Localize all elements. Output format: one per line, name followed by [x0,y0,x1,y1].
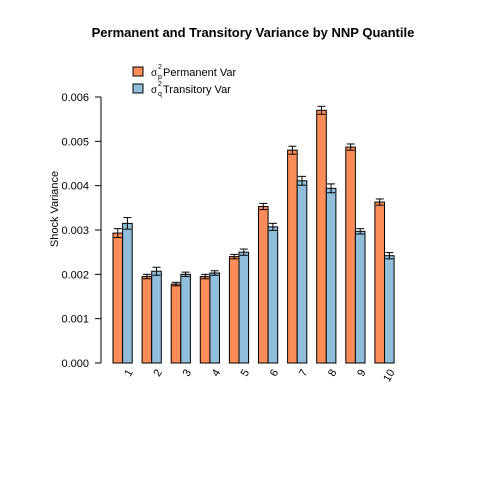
error-bar-transitory-8 [327,183,336,194]
bar-transitory-8 [325,187,337,364]
x-tick-label-6: 6 [268,368,281,379]
x-axis: 1 2 3 4 5 6 7 8 9 10 [122,368,397,385]
error-bar-transitory-6 [268,222,277,231]
legend-subscript: p [158,74,162,81]
bar-permanent-9 [345,146,356,364]
error-bar-permanent-1 [113,228,122,239]
error-bar-permanent-6 [259,202,268,211]
bar-transitory-10 [384,255,395,364]
x-tick-label-7: 7 [297,368,310,379]
y-tick-label-0: 0.000 [61,358,89,370]
error-bar-permanent-4 [201,273,210,280]
x-tick-label-5: 5 [239,368,252,379]
y-axis: 0.000 0.001 0.002 0.003 0.004 0.005 0.006 [61,92,102,370]
y-tick-label-2: 0.002 [61,269,89,281]
error-bar-permanent-7 [288,145,297,155]
bar-permanent-7 [287,149,298,364]
error-bar-permanent-2 [142,273,151,280]
y-tick-label-3: 0.003 [61,225,89,237]
x-tick-label-8: 8 [326,368,339,379]
error-bar-permanent-8 [317,105,326,115]
error-bar-transitory-5 [239,248,248,256]
bar-permanent-1 [112,232,124,364]
legend-superscript: 2 [158,81,162,88]
bar-transitory-7 [296,180,308,364]
error-bar-transitory-3 [181,271,190,278]
bar-permanent-5 [228,256,240,364]
bar-permanent-10 [374,201,385,364]
bar-transitory-9 [354,230,366,364]
x-tick-label-2: 2 [151,368,164,379]
legend-item-permanent: σ2 p Permanent Var [132,64,237,81]
legend-label: Permanent Var [163,67,237,79]
legend-item-transitory: σ2 q Transitory Var [132,81,231,98]
error-bar-transitory-4 [210,270,219,276]
y-tick-label-4: 0.004 [61,181,89,193]
legend-swatch [132,83,144,94]
legend-superscript: 2 [158,64,162,71]
bar-transitory-3 [180,273,191,364]
error-bar-permanent-9 [346,143,355,151]
y-tick-label-1: 0.001 [61,314,89,326]
legend-symbol: σ [151,85,158,96]
error-bar-transitory-10 [385,252,394,260]
legend-symbol: σ [151,68,158,79]
x-tick-label-10: 10 [381,368,398,385]
legend-subscript: q [158,91,162,98]
chart-title: Permanent and Transitory Variance by NNP… [92,25,415,40]
error-bar-transitory-7 [298,175,306,186]
x-tick-label-4: 4 [210,368,223,379]
x-tick-label-1: 1 [122,368,135,379]
x-tick-label-3: 3 [181,368,194,379]
x-tick-label-9: 9 [355,368,368,379]
bar-transitory-1 [122,222,133,364]
y-tick-label-5: 0.005 [61,136,89,148]
bar-permanent-6 [258,206,269,364]
legend-label: Transitory Var [163,84,231,96]
bars [112,105,395,364]
bar-permanent-8 [316,109,327,364]
error-bar-permanent-5 [230,253,239,260]
bar-transitory-4 [209,272,220,364]
error-bar-permanent-10 [375,198,384,206]
legend-swatch [132,66,144,77]
bar-transitory-2 [151,270,162,364]
error-bar-transitory-9 [356,228,365,235]
bar-permanent-3 [170,283,182,364]
y-tick-label-6: 0.006 [61,92,89,104]
bar-permanent-4 [199,276,211,364]
error-bar-permanent-3 [172,281,180,287]
error-bar-transitory-2 [152,266,161,276]
bar-transitory-5 [238,251,250,364]
error-bar-transitory-1 [123,217,132,230]
bar-permanent-2 [141,276,153,364]
bar-transitory-6 [267,226,279,364]
y-axis-label: Shock Variance [49,171,61,247]
